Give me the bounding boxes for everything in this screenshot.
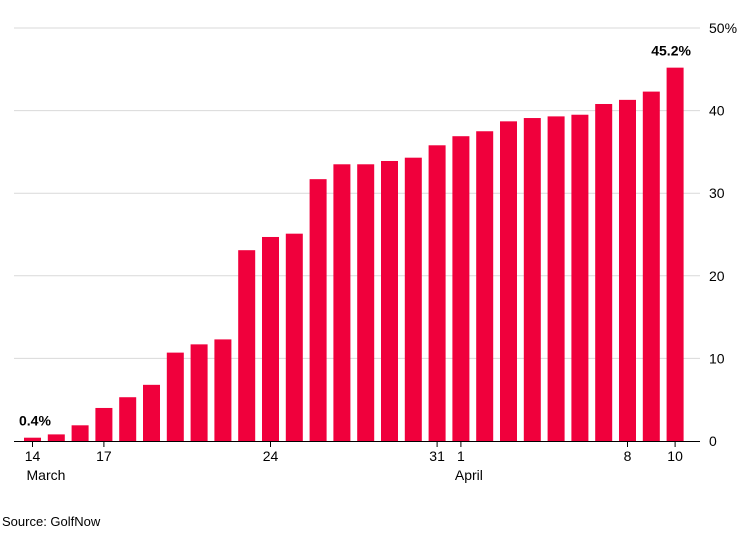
x-tick-label: 14 [25, 448, 41, 464]
data-label: 0.4% [19, 413, 51, 429]
bar [285, 233, 303, 441]
bar [452, 136, 470, 441]
bar [476, 131, 494, 441]
y-tick-label: 50% [709, 20, 737, 36]
y-tick-label: 40 [709, 103, 725, 119]
bar [428, 145, 446, 442]
bar [309, 179, 327, 441]
bar [595, 103, 613, 441]
bar-chart: 0 10 20 30 40 50% 14 17 24 31 1 8 10 March April 0.4… [14, 20, 737, 483]
bars [24, 67, 684, 442]
y-axis-ticks: 0 10 20 30 40 50% [709, 20, 737, 449]
bar [166, 352, 184, 441]
x-tick-label: 1 [457, 448, 465, 464]
bar [666, 67, 684, 441]
bar [547, 116, 565, 441]
bar [333, 164, 351, 442]
x-tick-label: 8 [624, 448, 632, 464]
month-labels: March April [27, 467, 483, 483]
month-label: April [455, 467, 483, 483]
x-tick-label: 24 [263, 448, 279, 464]
y-tick-label: 10 [709, 350, 725, 366]
bar [47, 434, 65, 441]
y-tick-label: 30 [709, 185, 725, 201]
source-note: Source: GolfNow [2, 514, 101, 529]
month-label: March [27, 467, 66, 483]
bar [619, 99, 636, 441]
bar [214, 339, 232, 441]
bar [119, 397, 137, 441]
bar [238, 250, 256, 441]
y-tick-label: 0 [709, 433, 717, 449]
bar [190, 344, 208, 441]
x-tick-label: 31 [429, 448, 445, 464]
x-tick-label: 17 [96, 448, 112, 464]
bar [71, 425, 89, 441]
x-tick-label: 10 [667, 448, 683, 464]
bar [143, 384, 160, 441]
bar [262, 236, 279, 441]
bar [523, 118, 541, 441]
data-labels: 0.4% 45.2% [19, 43, 691, 429]
bar [571, 114, 589, 441]
y-tick-label: 20 [709, 268, 725, 284]
bar [404, 157, 422, 441]
bar [381, 160, 398, 441]
bar [357, 164, 375, 442]
bar [642, 91, 660, 442]
bar [24, 437, 41, 441]
x-axis-ticks: 14 17 24 31 1 8 10 [25, 441, 683, 464]
bar [95, 407, 113, 441]
data-label: 45.2% [651, 43, 691, 59]
bar [500, 121, 517, 441]
